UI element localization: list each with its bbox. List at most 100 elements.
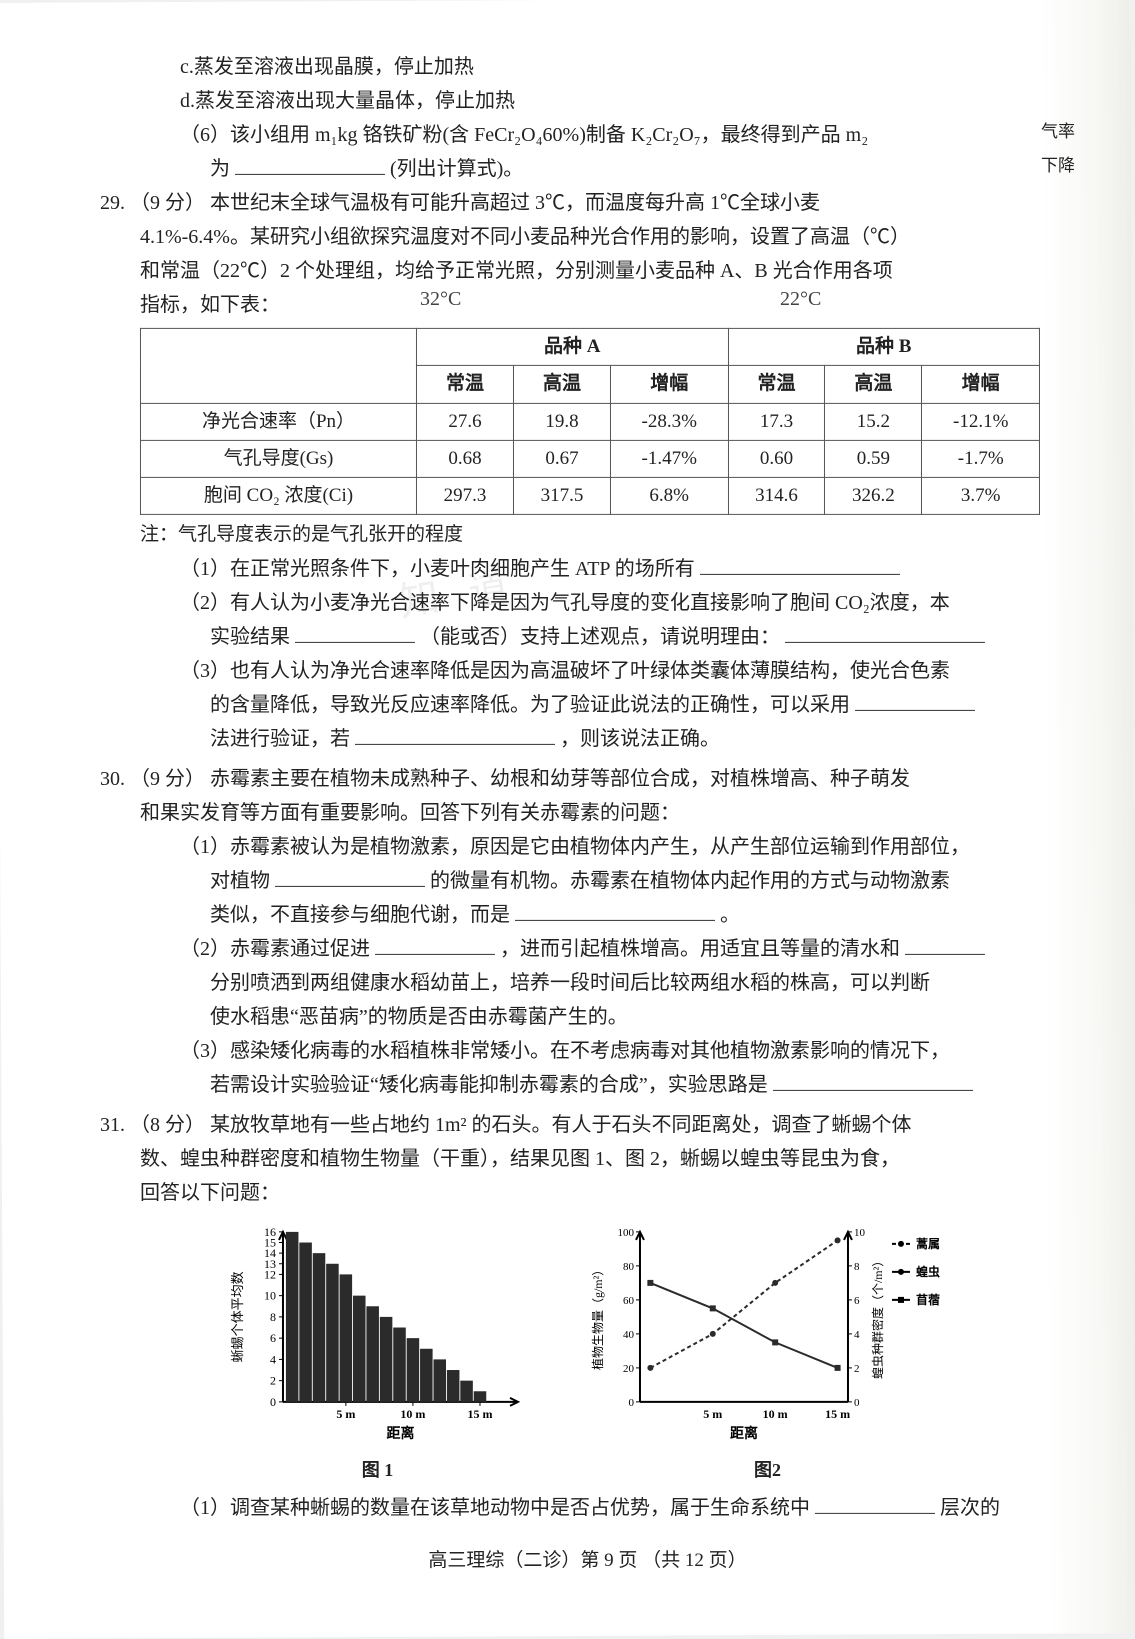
svg-text:10 m: 10 m (762, 1407, 787, 1421)
chart2-caption: 图2 (587, 1455, 947, 1486)
blank (275, 865, 425, 887)
q30-p1b: 对植物 (210, 870, 270, 892)
q30-points: （9 分） (130, 768, 205, 790)
table-header-row1: 品种 A 品种 B (140, 328, 1039, 365)
q30-p1b-row: 对植物 的微量有机物。赤霉素在植物体内起作用的方式与动物激素 (100, 864, 1075, 898)
cell: 胞间 CO₂ 浓度(Ci) (140, 478, 416, 515)
cell: 15.2 (825, 403, 922, 440)
chart1-svg: 02468101213141516蜥蜴个体平均数5 m10 m15 m距离 (227, 1222, 527, 1442)
blank (700, 553, 900, 575)
q30-p2b: ，进而引起植株增高。用适宜且等量的清水和 (500, 938, 900, 960)
svg-text:6: 6 (269, 1331, 275, 1345)
svg-text:100: 100 (617, 1227, 634, 1239)
blank (773, 1069, 973, 1091)
hand-22c: 22°C (780, 282, 821, 316)
svg-text:8: 8 (269, 1310, 275, 1324)
cell: 297.3 (417, 478, 514, 515)
cell: 气孔导度(Gs) (140, 440, 416, 477)
blank (375, 933, 495, 955)
svg-text:20: 20 (622, 1363, 634, 1375)
svg-text:16: 16 (263, 1225, 275, 1239)
q28-tail2: 下降 (1041, 152, 1075, 181)
q29-p2b-text: 实验结果 (210, 626, 290, 648)
blank (355, 723, 555, 745)
q29-p3b: 的含量降低，导致光反应速率降低。为了验证此说法的正确性，可以采用 (100, 688, 1075, 722)
svg-text:蝗虫: 蝗虫 (915, 1264, 939, 1279)
q29-i1: 本世纪末全球气温极有可能升高超过 3℃，而温度每升高 1℃全球小麦 (210, 192, 820, 214)
q29-i4-row: 指标，如下表： 32°C 22°C (100, 288, 1075, 322)
q29-num: 29. (100, 192, 125, 214)
svg-text:2: 2 (853, 1363, 859, 1375)
cell: -1.7% (922, 440, 1040, 477)
q29-p2a: （2）有人认为小麦净光合速率下降是因为气孔导度的变化直接影响了胞间 CO₂浓度，… (100, 586, 1075, 620)
th-b-norm: 常温 (728, 366, 825, 403)
q29-i3: 和常温（22℃）2 个处理组，均给予正常光照，分别测量小麦品种 A、B 光合作用… (100, 254, 1075, 288)
q29-p1-text: （1）在正常光照条件下，小麦叶肉细胞产生 ATP 的场所有 (180, 558, 695, 580)
svg-text:10 m: 10 m (400, 1407, 425, 1421)
svg-text:0: 0 (853, 1397, 859, 1409)
q29-points: （9 分） (130, 192, 205, 214)
svg-text:0: 0 (628, 1397, 634, 1409)
q30-p3a: （3）感染矮化病毒的水稻植株非常矮小。在不考虑病毒对其他植物激素影响的情况下， (100, 1034, 1075, 1068)
svg-text:4: 4 (853, 1329, 859, 1341)
chart2-svg: 0204060801000246810植物生物量（g/m²）蝗虫种群密度（个/m… (587, 1222, 947, 1442)
q30-p1c: 的微量有机物。赤霉素在植物体内起作用的方式与动物激素 (430, 870, 950, 892)
q30-i1: 赤霉素主要在植物未成熟种子、幼根和幼芽等部位合成，对植株增高、种子萌发 (210, 768, 910, 790)
cell: 27.6 (417, 403, 514, 440)
chart1-caption: 图 1 (227, 1455, 527, 1486)
q31-num: 31. (100, 1114, 125, 1136)
hand-32c: 32°C (420, 282, 461, 316)
q30-num: 30. (100, 768, 125, 790)
chart1-box: 02468101213141516蜥蜴个体平均数5 m10 m15 m距离 图 … (227, 1222, 527, 1486)
svg-text:苜蓿: 苜蓿 (915, 1292, 939, 1307)
cell: 0.67 (513, 440, 610, 477)
q31-i3: 回答以下问题： (100, 1176, 1075, 1210)
svg-text:60: 60 (622, 1295, 634, 1307)
svg-text:5 m: 5 m (703, 1407, 722, 1421)
th-b-amp: 增幅 (922, 366, 1040, 403)
cell: 0.68 (417, 440, 514, 477)
svg-text:10: 10 (853, 1227, 865, 1239)
svg-text:距离: 距离 (386, 1425, 414, 1442)
q29-p1: （1）在正常光照条件下，小麦叶肉细胞产生 ATP 的场所有 (100, 552, 1075, 586)
q28-option-d: d.蒸发至溶液出现大量晶体，停止加热 (100, 84, 1075, 118)
th-b-high: 高温 (825, 366, 922, 403)
q30-p1a: （1）赤霉素被认为是植物激素，原因是它由植物体内产生，从产生部位运输到作用部位， (100, 830, 1075, 864)
q30-p1e: 。 (720, 904, 740, 926)
q29-i2: 4.1%-6.4%。某研究小组欲探究温度对不同小麦品种光合作用的影响，设置了高温… (100, 220, 1075, 254)
q28-option-c: c.蒸发至溶液出现晶膜，停止加热 (100, 50, 1075, 84)
th-speciesB: 品种 B (728, 328, 1040, 365)
cell: 0.60 (728, 440, 825, 477)
q29-note: 注：气孔导度表示的是气孔张开的程度 (100, 519, 1075, 551)
th-blank (140, 328, 416, 403)
q29-i4: 指标，如下表： (140, 294, 280, 316)
q28-6-text: （6）该小组用 m₁kg 铬铁矿粉(含 FeCr₂O₄60%)制备 K₂Cr₂O… (180, 124, 868, 146)
q29-p3c-text: 法进行验证，若 (210, 728, 350, 750)
q29-p3b-text: 的含量降低，导致光反应速率降低。为了验证此说法的正确性，可以采用 (210, 694, 850, 716)
q29-p3a: （3）也有人认为净光合速率降低是因为高温破坏了叶绿体类囊体薄膜结构，使光合色素 (100, 654, 1075, 688)
blank-q28 (235, 153, 385, 175)
q29-p3d-text: ，则该说法正确。 (560, 728, 720, 750)
q29-p2c-text: （能或否）支持上述观点，请说明理由： (420, 626, 780, 648)
q31-i2: 数、蝗虫种群密度和植物生物量（干重），结果见图 1、图 2，蜥蜴以蝗虫等昆虫为食… (100, 1142, 1075, 1176)
svg-text:蝗虫种群密度（个/m²）: 蝗虫种群密度（个/m²） (869, 1255, 884, 1379)
q29-p3c: 法进行验证，若 ，则该说法正确。 (100, 722, 1075, 756)
q30-p1d-row: 类似，不直接参与细胞代谢，而是 。 (100, 898, 1075, 932)
chart2-box: 0204060801000246810植物生物量（g/m²）蝗虫种群密度（个/m… (587, 1222, 947, 1486)
q30-p2c: 分别喷洒到两组健康水稻幼苗上，培养一段时间后比较两组水稻的株高，可以判断 (100, 966, 1075, 1000)
svg-text:15 m: 15 m (467, 1407, 492, 1421)
th-a-norm: 常温 (417, 366, 514, 403)
blank (515, 899, 715, 921)
cell: -12.1% (922, 403, 1040, 440)
q28-6-line1: （6）该小组用 m₁kg 铬铁矿粉(含 FeCr₂O₄60%)制备 K₂Cr₂O… (100, 118, 1075, 152)
q31-points: （8 分） (130, 1114, 205, 1136)
q30-i2: 和果实发育等方面有重要影响。回答下列有关赤霉素的问题： (100, 796, 1075, 830)
q28-6-line2: 为 (列出计算式)。 下降 (100, 152, 1075, 186)
svg-text:10: 10 (263, 1288, 275, 1302)
blank (855, 689, 975, 711)
svg-text:8: 8 (853, 1261, 859, 1273)
svg-text:2: 2 (269, 1373, 275, 1387)
table-row: 气孔导度(Gs) 0.68 0.67 -1.47% 0.60 0.59 -1.7… (140, 440, 1039, 477)
q30-p3b: 若需设计实验验证“矮化病毒能抑制赤霉素的合成”，实验思路是 (210, 1074, 768, 1096)
cell: 0.59 (825, 440, 922, 477)
